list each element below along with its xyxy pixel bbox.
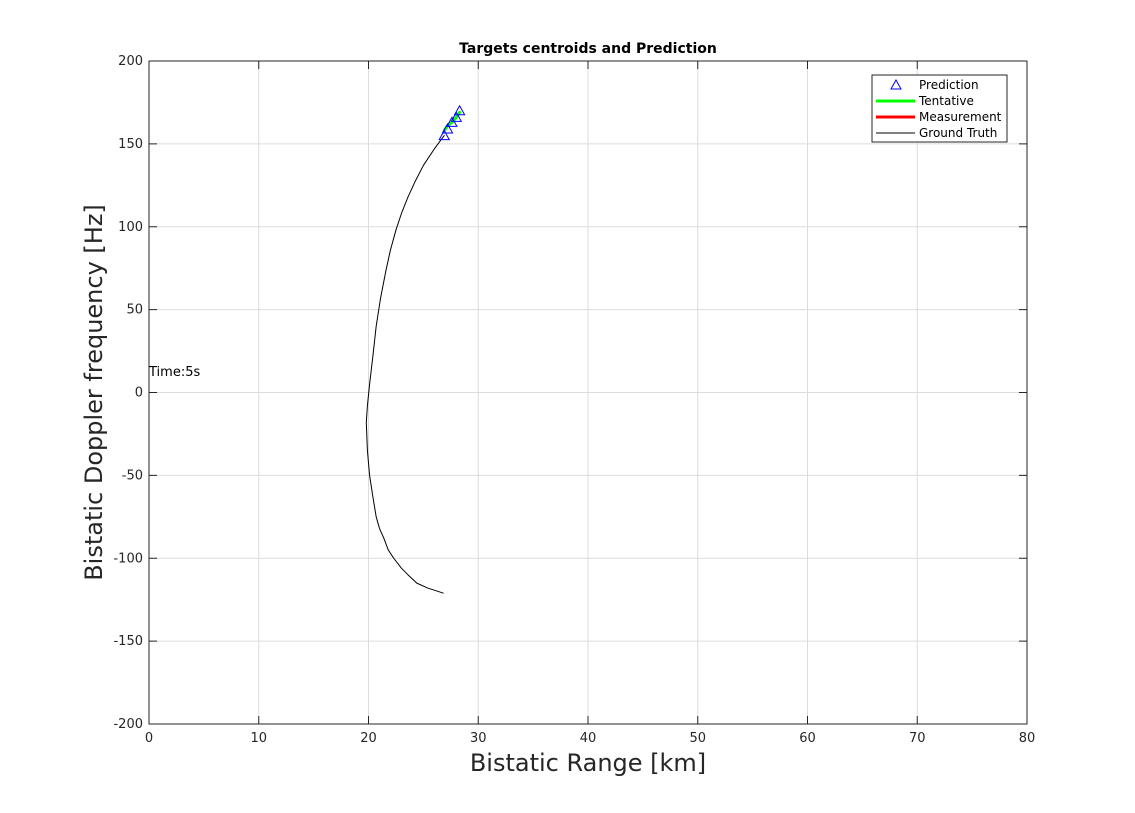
y-tick-label: 0 xyxy=(135,386,143,401)
series-layer xyxy=(365,104,466,594)
y-tick-label: 50 xyxy=(126,303,143,318)
series-line-tentative xyxy=(442,110,462,133)
x-axis-label: Bistatic Range [km] xyxy=(470,749,706,777)
x-tick-label: 20 xyxy=(360,731,377,746)
legend: Prediction Tentative Measurement Ground Tru… xyxy=(871,74,1008,143)
y-tick-label: -200 xyxy=(113,717,143,732)
prediction-marker xyxy=(453,104,466,116)
legend-box xyxy=(871,74,1008,143)
y-axis-label: Bistatic Doppler frequency [Hz] xyxy=(80,204,108,581)
legend-label-tentative: Tentative xyxy=(918,94,974,108)
y-tick-label: 150 xyxy=(118,137,143,152)
x-tick-label: 30 xyxy=(470,731,487,746)
prediction-marker xyxy=(438,129,451,141)
y-tick-label: -150 xyxy=(113,634,143,649)
series-line-ground-truth xyxy=(365,135,445,594)
prediction-marker xyxy=(441,122,454,134)
legend-label-ground-truth: Ground Truth xyxy=(919,126,997,140)
y-tick-label: 200 xyxy=(118,54,143,69)
y-tick-label: 100 xyxy=(118,220,143,235)
chart-title: Targets centroids and Prediction xyxy=(459,41,717,57)
legend-label-measurement: Measurement xyxy=(919,110,1002,124)
x-tick-label: 80 xyxy=(1019,731,1036,746)
x-tick-label: 10 xyxy=(250,731,267,746)
grid xyxy=(149,61,1027,724)
prediction-marker xyxy=(450,111,463,122)
x-tick-label: 70 xyxy=(909,731,926,746)
y-tick-label: -100 xyxy=(113,551,143,566)
y-tick-label: -50 xyxy=(122,468,143,483)
time-annotation: Time:5s xyxy=(148,365,200,380)
axes-ticks: 0 10 20 30 40 50 60 70 80 -200 -150 -100 -50 0 50 100 15… xyxy=(113,54,1035,746)
x-tick-label: 50 xyxy=(689,731,706,746)
legend-label-prediction: Prediction xyxy=(919,78,979,92)
x-tick-label: 60 xyxy=(799,731,816,746)
legend-swatch-prediction xyxy=(890,78,902,90)
x-tick-label: 40 xyxy=(580,731,597,746)
x-tick-label: 0 xyxy=(145,731,153,746)
